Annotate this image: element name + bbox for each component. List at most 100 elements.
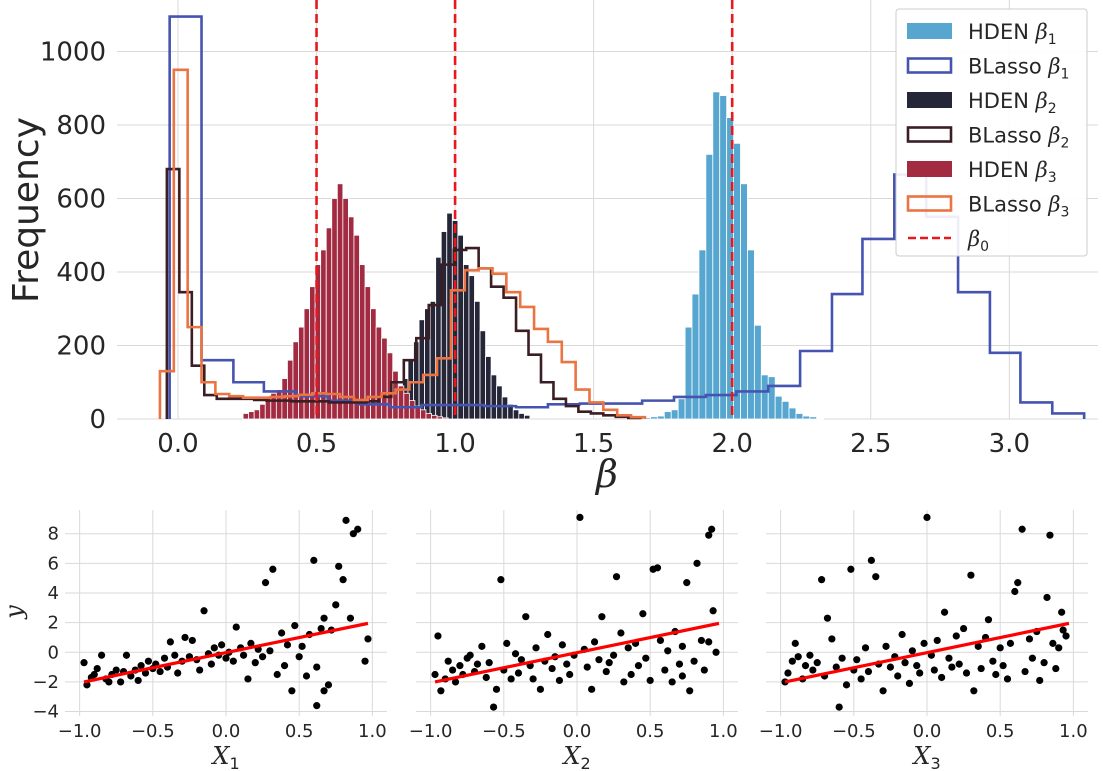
scatter-point (156, 667, 164, 676)
scatter-point (913, 662, 921, 670)
scatter-point (229, 657, 237, 665)
histogram-bar (457, 234, 464, 420)
scatter-point (181, 633, 189, 642)
histogram-bar (767, 376, 776, 420)
scatter-point (196, 666, 204, 674)
scatter-x-tick-label: 0.5 (986, 721, 1015, 742)
scatter-point (784, 669, 792, 677)
scatter-point (634, 662, 643, 670)
histogram-x-tick-labels: 0.0 0.5 1.0 1.5 2.0 2.5 3.0 (157, 429, 1030, 459)
scatter-point (507, 675, 515, 683)
scatter-y-tick-label: 2 (48, 613, 59, 634)
legend-frame (895, 8, 1088, 257)
histogram-bars (242, 91, 825, 420)
scatter-y-tick-label: 0 (48, 642, 59, 663)
scatter-point (295, 653, 303, 661)
histogram-bar (292, 341, 299, 420)
scatter-gridlines (766, 510, 1088, 716)
scatter-point (678, 672, 686, 680)
scatter-point (791, 639, 799, 647)
scatter-point (639, 610, 647, 618)
scatter-point (1040, 659, 1048, 667)
scatter-point (693, 559, 701, 567)
scatter-point (514, 669, 523, 677)
scatter-x-tick-label: 1.0 (358, 721, 387, 742)
scatter-y-tick-label: 6 (48, 553, 59, 574)
scatter-point (1018, 525, 1026, 533)
scatter-point (1028, 654, 1036, 662)
scatter-point (661, 666, 669, 674)
scatter-point (247, 639, 255, 647)
histogram-bar (392, 370, 399, 420)
histogram-y-tick-label: 600 (56, 184, 106, 214)
scatter-point (920, 639, 928, 647)
scatter-point (188, 636, 196, 645)
scatter-point (974, 642, 982, 650)
scatter-point (361, 657, 369, 665)
scatter-x-tick-label: 0.0 (563, 721, 592, 742)
histogram-bar (331, 198, 338, 420)
scatter-point (886, 663, 895, 671)
scatter-point (905, 679, 914, 687)
scatter-point (456, 662, 464, 670)
scatter-point (861, 644, 870, 652)
scatter-point (207, 660, 215, 668)
scatter-point (313, 663, 321, 671)
histogram-bar (474, 300, 481, 420)
scatter-point (823, 614, 832, 622)
scatter-point (1021, 667, 1029, 676)
scatter-point (916, 669, 924, 677)
scatter-point (266, 647, 274, 655)
scatter-point (867, 556, 875, 564)
scatter-point (97, 651, 106, 659)
scatter-point (690, 657, 698, 665)
histogram-y-tick-label: 200 (56, 331, 106, 361)
scatter-point (1062, 632, 1070, 640)
scatter-x-tick-label: 1.0 (1059, 721, 1088, 742)
scatter-point (598, 613, 606, 621)
scatter-point (1036, 676, 1044, 685)
scatter-point (335, 562, 343, 570)
histogram-bar (747, 249, 755, 420)
histogram-bar (336, 183, 344, 420)
scatter-point (269, 565, 277, 573)
legend-label: HDEN β2 (968, 89, 1057, 117)
scatter-point (448, 666, 457, 674)
legend-swatch (907, 161, 952, 177)
scatter-point (261, 579, 270, 587)
scatter-point (656, 636, 665, 645)
scatter-point (595, 656, 603, 664)
scatter-point (642, 654, 650, 662)
scatter-point (933, 636, 941, 645)
scatter-point (258, 653, 267, 661)
histogram-bar (442, 417, 449, 420)
legend: HDEN β1 BLasso β1 HDEN β2 BLasso β2 HDEN β3 B… (895, 8, 1088, 257)
histogram-bar (342, 198, 349, 420)
scatter-point (872, 573, 880, 581)
scatter-point (700, 666, 708, 674)
histogram-bar (275, 389, 283, 420)
scatter-point (668, 678, 676, 686)
scatter-point (999, 662, 1007, 670)
histogram-bar (253, 409, 261, 420)
histogram-y-tick-label: 0 (89, 405, 106, 435)
scatter-point (239, 651, 248, 659)
fit-line (784, 621, 1070, 684)
histogram-bar (705, 153, 714, 420)
histogram-bar (650, 416, 658, 420)
scatter-point (342, 516, 350, 524)
scatter-point (835, 703, 843, 711)
scatter-point (646, 676, 654, 685)
histogram-bar (281, 378, 288, 420)
scatter-point (908, 647, 916, 655)
histogram-panel: 0.0 0.5 1.0 1.5 2.0 2.5 3.0 02004006008001000 … (6, 0, 1098, 496)
scatter-point (609, 651, 618, 659)
scatter-point (232, 623, 240, 631)
histogram-bar (802, 415, 811, 420)
scatter-point (320, 687, 328, 695)
legend-label: BLasso β3 (968, 193, 1069, 221)
scatter-point (511, 650, 520, 658)
scatter-point (879, 687, 887, 695)
scatter-point (105, 678, 113, 686)
scatter-point (298, 642, 306, 650)
